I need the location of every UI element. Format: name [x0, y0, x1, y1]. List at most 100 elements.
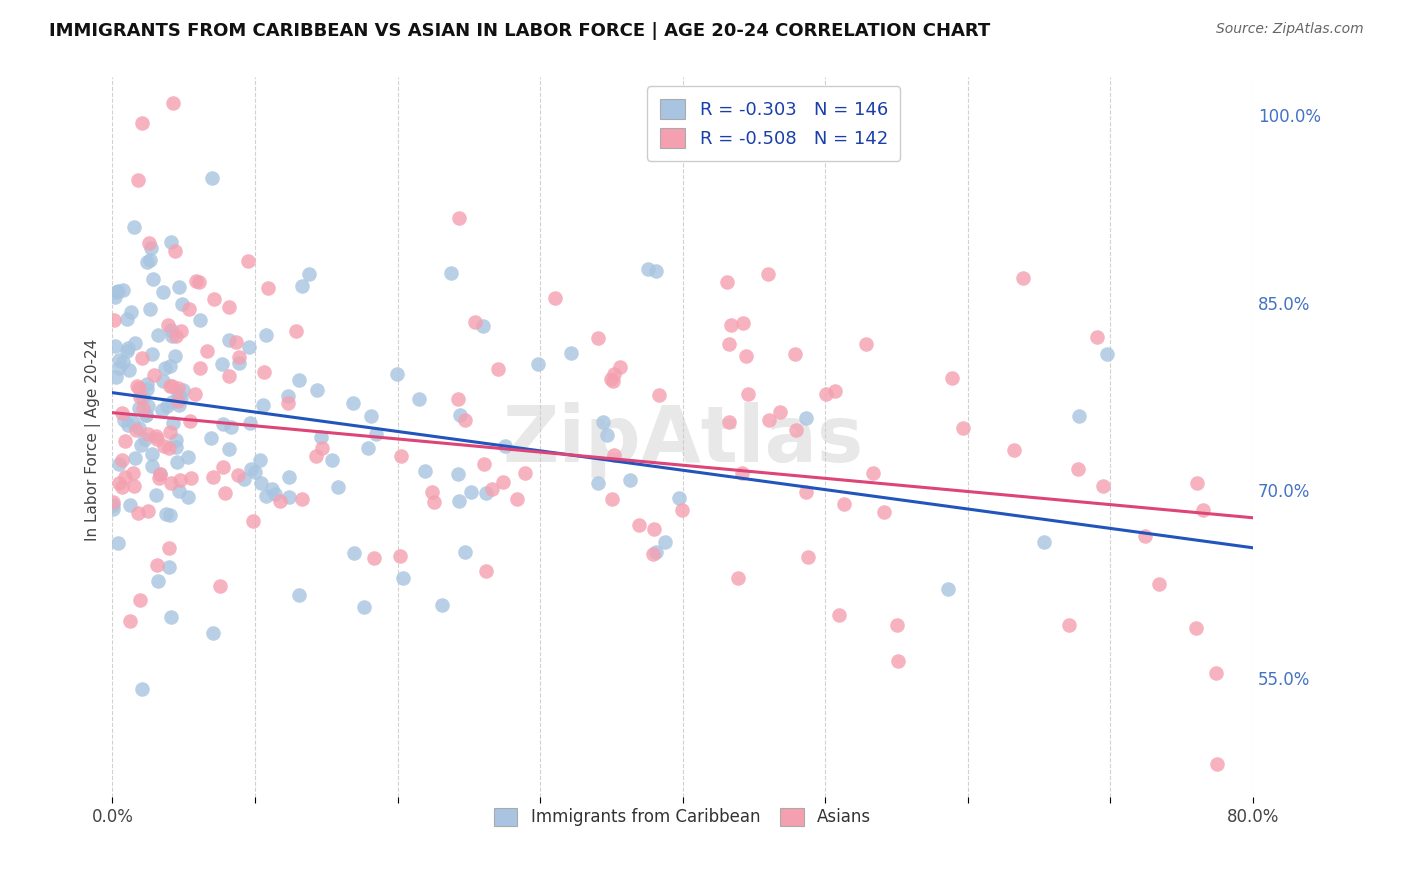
Point: [146, 574, 169, 588]
Point: [212, 460, 235, 475]
Point: [138, 504, 160, 518]
Point: [219, 420, 242, 434]
Point: [107, 475, 129, 490]
Point: [486, 361, 509, 376]
Text: Source: ZipAtlas.com: Source: ZipAtlas.com: [1216, 22, 1364, 37]
Point: [288, 588, 311, 602]
Point: [1185, 475, 1208, 490]
Point: [481, 483, 503, 497]
Point: [157, 318, 180, 332]
Point: [454, 544, 477, 558]
Point: [1133, 529, 1156, 543]
Point: [668, 491, 690, 505]
Point: [1057, 618, 1080, 632]
Point: [627, 518, 650, 533]
Y-axis label: In Labor Force | Age 20-24: In Labor Force | Age 20-24: [86, 339, 101, 541]
Point: [125, 423, 148, 437]
Point: [145, 428, 167, 442]
Point: [184, 274, 207, 288]
Point: [460, 484, 482, 499]
Point: [111, 284, 134, 298]
Point: [609, 359, 631, 374]
Point: [143, 368, 166, 382]
Point: [136, 255, 159, 269]
Point: [716, 275, 738, 289]
Point: [731, 316, 754, 330]
Point: [814, 387, 837, 401]
Point: [114, 434, 136, 448]
Text: IMMIGRANTS FROM CARIBBEAN VS ASIAN IN LABOR FORCE | AGE 20-24 CORRELATION CHART: IMMIGRANTS FROM CARIBBEAN VS ASIAN IN LA…: [49, 22, 990, 40]
Point: [586, 331, 609, 345]
Point: [156, 399, 179, 413]
Point: [208, 579, 231, 593]
Point: [603, 448, 626, 462]
Point: [162, 95, 184, 110]
Point: [218, 333, 240, 347]
Point: [252, 398, 274, 412]
Point: [1205, 666, 1227, 681]
Point: [505, 492, 527, 507]
Point: [643, 547, 665, 561]
Point: [118, 363, 141, 377]
Point: [600, 372, 623, 386]
Point: [104, 290, 127, 304]
Point: [159, 379, 181, 393]
Point: [449, 408, 471, 422]
Point: [474, 457, 496, 471]
Point: [166, 386, 188, 401]
Point: [135, 408, 157, 422]
Point: [159, 475, 181, 490]
Point: [834, 498, 856, 512]
Point: [162, 416, 184, 430]
Point: [1002, 443, 1025, 458]
Point: [127, 172, 149, 186]
Point: [256, 489, 278, 503]
Point: [169, 324, 191, 338]
Point: [124, 451, 146, 466]
Point: [385, 367, 408, 381]
Point: [475, 486, 498, 500]
Point: [717, 415, 740, 429]
Point: [769, 405, 792, 419]
Point: [430, 598, 453, 612]
Point: [117, 342, 139, 356]
Point: [159, 560, 181, 574]
Point: [717, 337, 740, 351]
Point: [107, 285, 129, 299]
Point: [269, 494, 291, 508]
Point: [150, 403, 173, 417]
Point: [152, 374, 174, 388]
Point: [720, 318, 742, 333]
Point: [413, 464, 436, 478]
Point: [131, 351, 153, 366]
Point: [249, 476, 271, 491]
Point: [218, 300, 240, 314]
Point: [637, 261, 659, 276]
Point: [796, 549, 818, 564]
Point: [305, 449, 328, 463]
Point: [155, 508, 177, 522]
Point: [603, 367, 626, 381]
Point: [1067, 409, 1090, 424]
Point: [110, 406, 132, 420]
Point: [277, 395, 299, 409]
Point: [544, 291, 567, 305]
Point: [166, 433, 188, 447]
Point: [107, 536, 129, 550]
Point: [254, 328, 277, 343]
Point: [120, 614, 142, 628]
Point: [153, 439, 176, 453]
Point: [886, 618, 908, 632]
Point: [253, 365, 276, 379]
Point: [291, 492, 314, 507]
Point: [475, 565, 498, 579]
Point: [586, 476, 609, 491]
Point: [228, 467, 250, 482]
Point: [643, 522, 665, 536]
Point: [342, 396, 364, 410]
Point: [307, 383, 329, 397]
Point: [172, 383, 194, 397]
Point: [101, 502, 124, 516]
Legend: Immigrants from Caribbean, Asians: Immigrants from Caribbean, Asians: [486, 799, 879, 835]
Point: [855, 337, 877, 351]
